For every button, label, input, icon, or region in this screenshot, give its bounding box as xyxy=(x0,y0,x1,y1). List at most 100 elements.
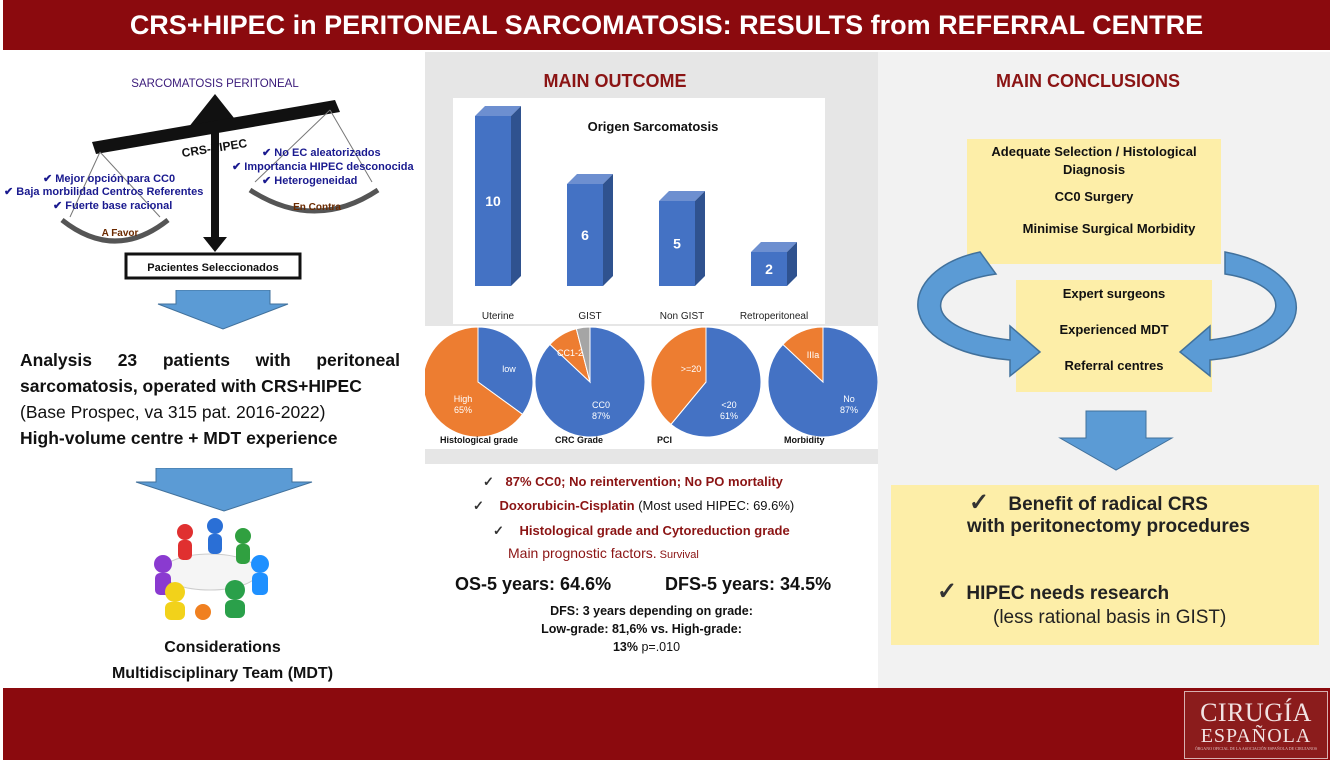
conclusion-box-2: Expert surgeons Experienced MDT Referral… xyxy=(1016,280,1212,392)
p-value: p=.010 xyxy=(637,640,681,654)
favor-item: ✔ Mejor opción para CC0 xyxy=(43,173,175,185)
favor-label: A Favor xyxy=(102,228,139,239)
check-icon: ✓ xyxy=(473,498,484,513)
bar-top xyxy=(567,174,613,184)
selected-patients-label: Pacientes Seleccionados xyxy=(147,262,278,274)
x-tick-label: Retroperitoneal xyxy=(740,311,808,322)
arrow-down-icon xyxy=(1058,410,1174,471)
chart-title: Origen Sarcomatosis xyxy=(588,119,719,134)
sarcomatosis-label: SARCOMATOSIS PERITONEAL xyxy=(131,78,299,90)
pie-caption: Histological grade xyxy=(440,435,519,445)
check-icon: ✓ xyxy=(937,578,958,605)
bar xyxy=(751,242,797,286)
pie-caption: PCI xyxy=(657,435,673,445)
arrow-down-icon xyxy=(157,290,289,330)
bar-top xyxy=(659,191,705,201)
pie-slice xyxy=(477,326,534,416)
right-pan-icon xyxy=(248,187,380,214)
analysis-line: Analysis 23 patients with peritoneal xyxy=(20,350,400,370)
footer-bar xyxy=(3,688,1330,760)
result-item-small: Survival xyxy=(656,549,699,561)
favor-item: ✔ Fuerte base racional xyxy=(53,200,172,212)
conclusion-item: Benefit of radical CRS xyxy=(1008,494,1208,515)
check-icon: ✓ xyxy=(483,474,494,489)
check-icon: ✓ xyxy=(493,523,504,538)
considerations-block: Considerations Multidisciplinary Team (M… xyxy=(20,635,425,687)
arrow-down-icon xyxy=(203,237,227,252)
pie-charts-svg: low High 65% CC0 87% CC1-2 <20 61% >=20 No 87% IIIa xyxy=(425,326,878,438)
conclusion-box-line: Referral centres xyxy=(1064,358,1164,373)
bar-front xyxy=(751,252,787,286)
bar xyxy=(659,191,705,286)
logo-subtitle: ESPAÑOLA xyxy=(1200,725,1312,747)
result-item: 87% CC0; No reintervention; No PO mortal… xyxy=(505,474,783,489)
bar-front xyxy=(659,201,695,286)
bar-front xyxy=(475,116,511,286)
balance-scale-illustration: SARCOMATOSIS PERITONEAL CRS-HIPEC A Favo… xyxy=(4,78,414,280)
x-tick-label: GIST xyxy=(578,311,601,322)
analysis-block: Analysis 23 patients with peritoneal sar… xyxy=(20,347,400,451)
final-conclusions-box: ✓ Benefit of radical CRS with peritonect… xyxy=(891,485,1319,645)
against-item: ✔ No EC aleatorizados xyxy=(262,147,381,159)
bar-side xyxy=(787,242,797,286)
pie-slice-label: High 65% xyxy=(454,394,473,415)
analysis-line: High-volume centre + MDT experience xyxy=(20,428,338,448)
balance-post-icon xyxy=(211,132,219,244)
balance-beam-icon xyxy=(92,100,340,154)
result-item: (Most used HIPEC: 69.6%) xyxy=(634,498,795,513)
against-item: ✔ Heterogeneidad xyxy=(262,175,357,187)
bar xyxy=(567,174,613,286)
selected-patients-box xyxy=(124,252,302,280)
dfs-detail: Low-grade: 81,6% vs. High-grade: xyxy=(541,622,742,636)
origin-bar-chart: Origen Sarcomatosis 10 Uterine 6 GIST 5 Non GI… xyxy=(453,98,825,324)
results-box xyxy=(425,464,878,688)
conclusion-box-1: Adequate Selection / Histological Diagno… xyxy=(967,139,1221,264)
result-item: Histological grade and Cytoreduction gra… xyxy=(519,523,790,538)
conclusion-item: (less rational basis in GIST) xyxy=(993,607,1227,628)
bar-value-label: 2 xyxy=(765,261,773,277)
considerations-line: Considerations xyxy=(164,639,281,656)
conclusion-box-line: Adequate Selection / Histological Diagno… xyxy=(991,144,1197,177)
considerations-line: Multidisciplinary Team (MDT) xyxy=(111,665,334,682)
analysis-line: sarcomatosis, operated with CRS+HIPEC xyxy=(20,376,362,396)
logo-title: CIRUGÍA xyxy=(1200,698,1312,727)
conclusion-box-line: Minimise Surgical Morbidity xyxy=(1022,221,1196,236)
conclusion-box-line: CC0 Surgery xyxy=(1054,189,1134,204)
page-title: CRS+HIPEC in PERITONEAL SARCOMATOSIS: RE… xyxy=(129,10,1204,40)
bar-top xyxy=(475,106,521,116)
bar-top xyxy=(751,242,797,252)
bar-value-label: 5 xyxy=(673,236,681,252)
dfs-value: DFS-5 years: 34.5% xyxy=(665,574,832,594)
bar-chart-svg: Origen Sarcomatosis 10 Uterine 6 GIST 5 Non GI… xyxy=(475,106,808,322)
check-icon: ✓ xyxy=(969,489,990,516)
conclusion-item: HIPEC needs research xyxy=(966,583,1170,604)
analysis-line: (Base Prospec, va 315 pat. 2016-2022) xyxy=(20,402,326,422)
pie-slice xyxy=(575,326,591,383)
title-banner: CRS+HIPEC in PERITONEAL SARCOMATOSIS: RE… xyxy=(3,0,1330,50)
bar-side xyxy=(603,174,613,286)
favor-item: ✔ Baja morbilidad Centros Referentes xyxy=(4,186,203,198)
journal-logo[interactable]: CIRUGÍA ESPAÑOLA ÓRGANO OFICIAL DE LA AS… xyxy=(1184,691,1328,759)
bar xyxy=(475,106,521,286)
pie-slice-label: low xyxy=(502,364,516,374)
pie-caption: CRC Grade xyxy=(555,435,604,445)
result-item-highlight: Doxorubicin-Cisplatin xyxy=(499,498,635,513)
conclusion-box-line: Expert surgeons xyxy=(1062,286,1166,301)
logo-tagline: ÓRGANO OFICIAL DE LA ASOCIACIÓN ESPAÑOLA… xyxy=(1194,746,1318,751)
pie-caption: Morbidity xyxy=(784,435,825,445)
pie-slice xyxy=(650,326,707,426)
main-conclusions-title: MAIN CONCLUSIONS xyxy=(996,71,1180,91)
pie-slice-label: CC0 87% xyxy=(592,400,610,421)
bar-front xyxy=(567,184,603,286)
dfs-detail: DFS: 3 years depending on grade: xyxy=(550,604,753,618)
pie-slice-label: CC1-2 xyxy=(557,348,583,358)
pie-slice xyxy=(782,326,824,384)
dfs-detail: 13% xyxy=(612,640,638,654)
main-outcome-title: MAIN OUTCOME xyxy=(543,71,687,91)
pie-slice-label: No 87% xyxy=(840,394,858,415)
conclusion-item: with peritonectomy procedures xyxy=(967,516,1250,537)
bar-side xyxy=(511,106,521,286)
result-item: Main prognostic factors. xyxy=(508,545,657,561)
bar-value-label: 10 xyxy=(485,193,501,209)
pie-slice xyxy=(670,326,762,438)
